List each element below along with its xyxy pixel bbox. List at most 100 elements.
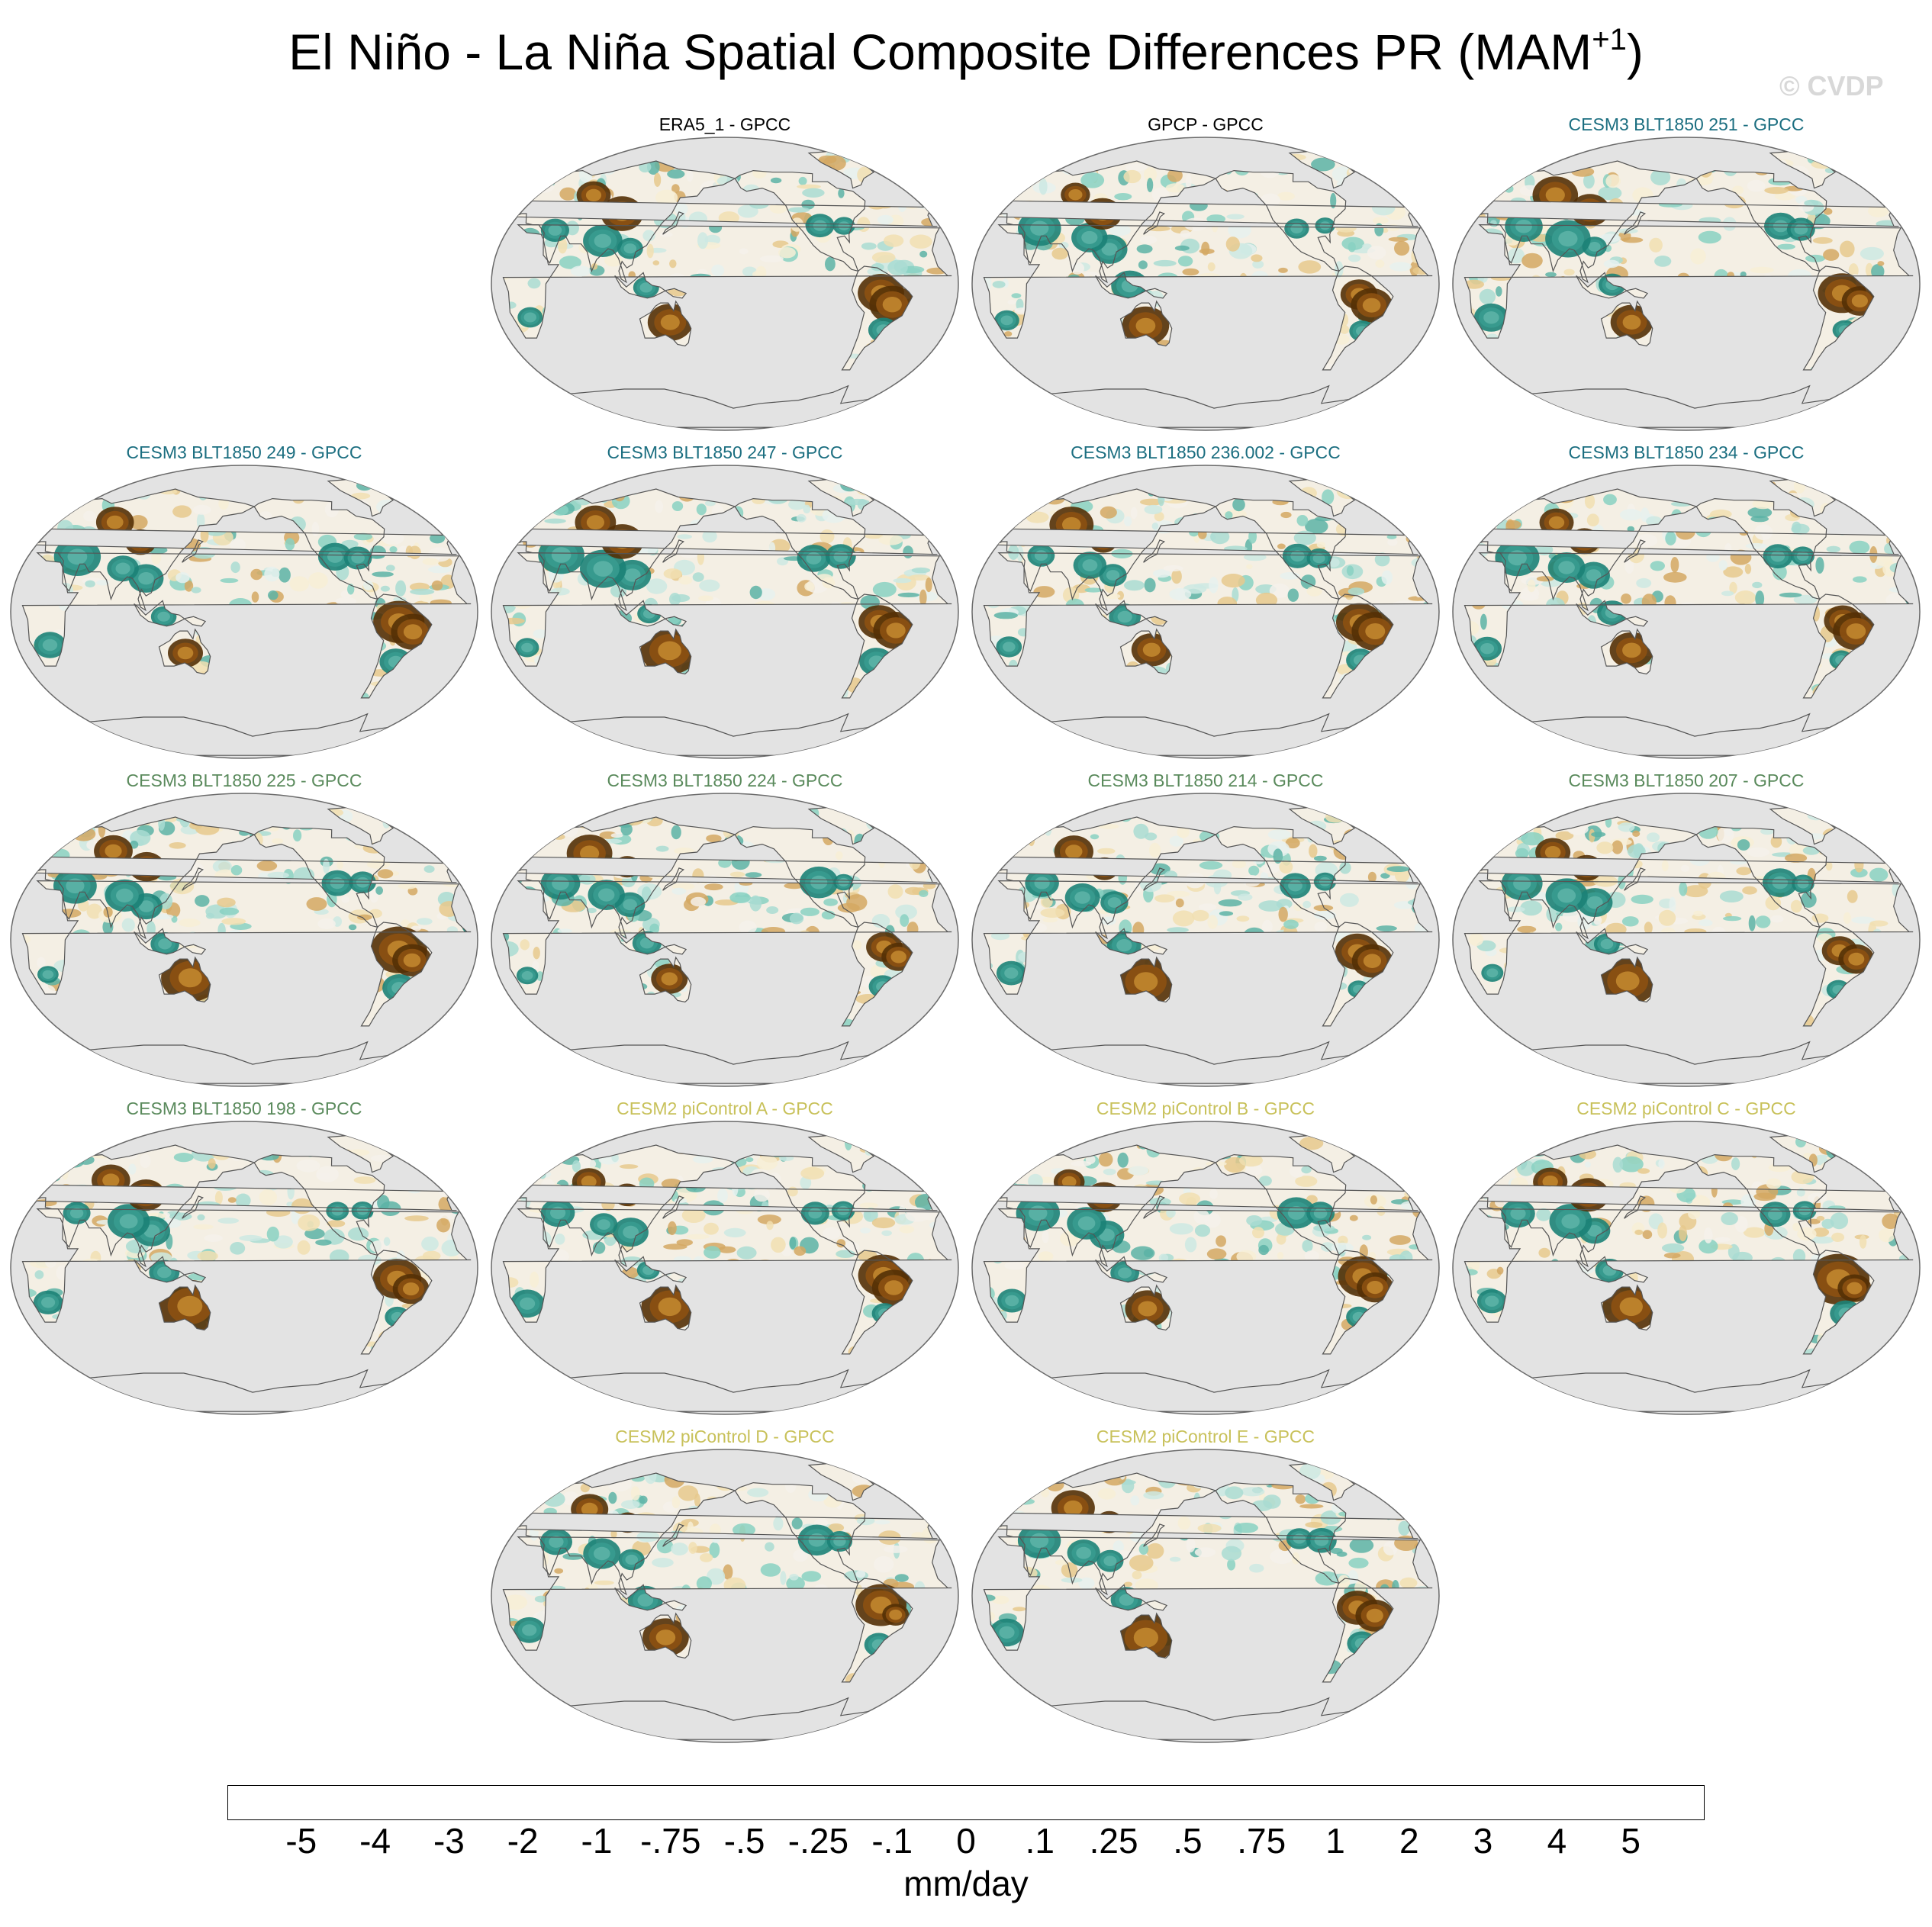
coastline-eurasia [994, 816, 1418, 940]
coastline-africa [502, 1208, 952, 1323]
world-map [491, 465, 959, 759]
coastline-samerica [1322, 1578, 1394, 1683]
colorbar-tick: -3 [433, 1821, 465, 1861]
map-panel: CESM2 piControl A - GPCC [488, 1099, 961, 1415]
panel-title: CESM3 BLT1850 249 - GPCC [126, 442, 362, 462]
panel-title: CESM2 piControl D - GPCC [615, 1427, 835, 1446]
coastline-indonesia [614, 272, 687, 299]
coastline-samerica [1322, 594, 1394, 699]
map-panel: CESM3 BLT1850 236.002 - GPCC [969, 442, 1442, 759]
panel-title: CESM3 BLT1850 198 - GPCC [126, 1099, 362, 1118]
world-map [10, 1121, 478, 1415]
coastline-africa [1463, 880, 1914, 995]
map-panel: CESM3 BLT1850 224 - GPCC [488, 770, 961, 1087]
coastline-japan [1143, 1195, 1166, 1219]
coastline-eurasia [514, 1144, 938, 1268]
coastline-samerica [360, 594, 433, 699]
map-panel: CESM2 piControl C - GPCC [1450, 1099, 1923, 1415]
world-map [10, 465, 478, 759]
coastline-australia [1600, 1284, 1653, 1331]
coastline-africa [983, 880, 1433, 995]
coastline-africa [1463, 224, 1914, 339]
colorbar-tick: 0 [956, 1821, 976, 1861]
coastline-japan [182, 539, 204, 563]
title-superscript: +1 [1592, 23, 1627, 56]
coastline-eurasia [514, 1472, 938, 1596]
coastline-samerica [841, 922, 913, 1027]
coastline-australia [1600, 300, 1653, 347]
coastline-samerica [1802, 1250, 1875, 1355]
colorbar-tick: 5 [1621, 1821, 1641, 1861]
coastline-indonesia [1095, 1256, 1168, 1283]
coastline-africa [21, 552, 472, 667]
coastline-namerica [1215, 1481, 1347, 1584]
coastline-eurasia [994, 160, 1418, 284]
coastline-indonesia [1095, 600, 1168, 627]
colorbar [227, 1785, 1705, 1820]
coastline-samerica [1322, 265, 1394, 371]
map-panel: CESM3 BLT1850 247 - GPCC [488, 442, 961, 759]
title-end: ) [1626, 24, 1644, 80]
coastline-japan [1624, 867, 1647, 891]
coastline-australia [1119, 1612, 1173, 1659]
coastline-eurasia [1475, 160, 1899, 284]
coastline-africa [1463, 1208, 1914, 1323]
coastline-australia [1119, 1284, 1173, 1331]
map-panel: CESM2 piControl D - GPCC [488, 1427, 961, 1743]
colorbar-tick: 1 [1325, 1821, 1345, 1861]
colorbar-tick: .1 [1025, 1821, 1055, 1861]
coastline-indonesia [614, 600, 687, 627]
world-map [10, 793, 478, 1087]
coastline-namerica [1215, 825, 1347, 928]
coastline-eurasia [1475, 1144, 1899, 1268]
coastline-indonesia [134, 600, 207, 627]
coastline-samerica [841, 1250, 913, 1355]
coastline-indonesia [1576, 928, 1649, 955]
coastline-namerica [253, 1153, 385, 1256]
map-panel: CESM2 piControl B - GPCC [969, 1099, 1442, 1415]
cvdp-watermark: © CVDP [1779, 70, 1884, 101]
panel-title: CESM3 BLT1850 236.002 - GPCC [1071, 442, 1341, 462]
panel-title: CESM3 BLT1850 207 - GPCC [1568, 770, 1805, 790]
coastline-eurasia [33, 816, 457, 940]
panel-title: ERA5_1 - GPCC [658, 114, 791, 134]
coastline-namerica [1695, 497, 1827, 600]
coastline-namerica [1695, 169, 1827, 272]
coastline-eurasia [514, 488, 938, 612]
coastline-indonesia [134, 1256, 207, 1283]
coastline-indonesia [614, 1584, 687, 1611]
world-map [1452, 1121, 1921, 1415]
coastline-africa [502, 552, 952, 667]
coastline-australia [158, 956, 211, 1003]
world-map [1452, 137, 1921, 431]
map-panel: CESM3 BLT1850 225 - GPCC [8, 770, 481, 1087]
coastline-australia [639, 628, 692, 675]
world-map [491, 137, 959, 431]
coastline-japan [1143, 211, 1166, 235]
colorbar-tick: -4 [359, 1821, 391, 1861]
coastline-africa [1463, 552, 1914, 667]
coastline-australia [1600, 628, 1653, 675]
coastline-africa [21, 880, 472, 995]
panel-title: CESM3 BLT1850 214 - GPCC [1087, 770, 1324, 790]
coastline-namerica [734, 497, 866, 600]
coastline-eurasia [33, 1144, 457, 1268]
coastline-japan [182, 867, 204, 891]
coastline-japan [662, 1195, 685, 1219]
coastline-africa [502, 880, 952, 995]
coastline-australia [1119, 956, 1173, 1003]
coastline-samerica [1802, 265, 1875, 371]
world-map [1452, 465, 1921, 759]
panel-title: CESM3 BLT1850 251 - GPCC [1568, 114, 1805, 134]
coastline-namerica [1215, 1153, 1347, 1256]
coastline-samerica [360, 1250, 433, 1355]
map-panel: CESM2 piControl E - GPCC [969, 1427, 1442, 1743]
world-map [1452, 793, 1921, 1087]
coastline-samerica [1322, 1250, 1394, 1355]
coastline-japan [662, 539, 685, 563]
panel-title: GPCP - GPCC [1148, 114, 1264, 134]
coastline-australia [1119, 628, 1173, 675]
coastline-samerica [1322, 922, 1394, 1027]
title-main: El Niño - La Niña Spatial Composite Diff… [288, 24, 1592, 80]
coastline-namerica [1215, 169, 1347, 272]
